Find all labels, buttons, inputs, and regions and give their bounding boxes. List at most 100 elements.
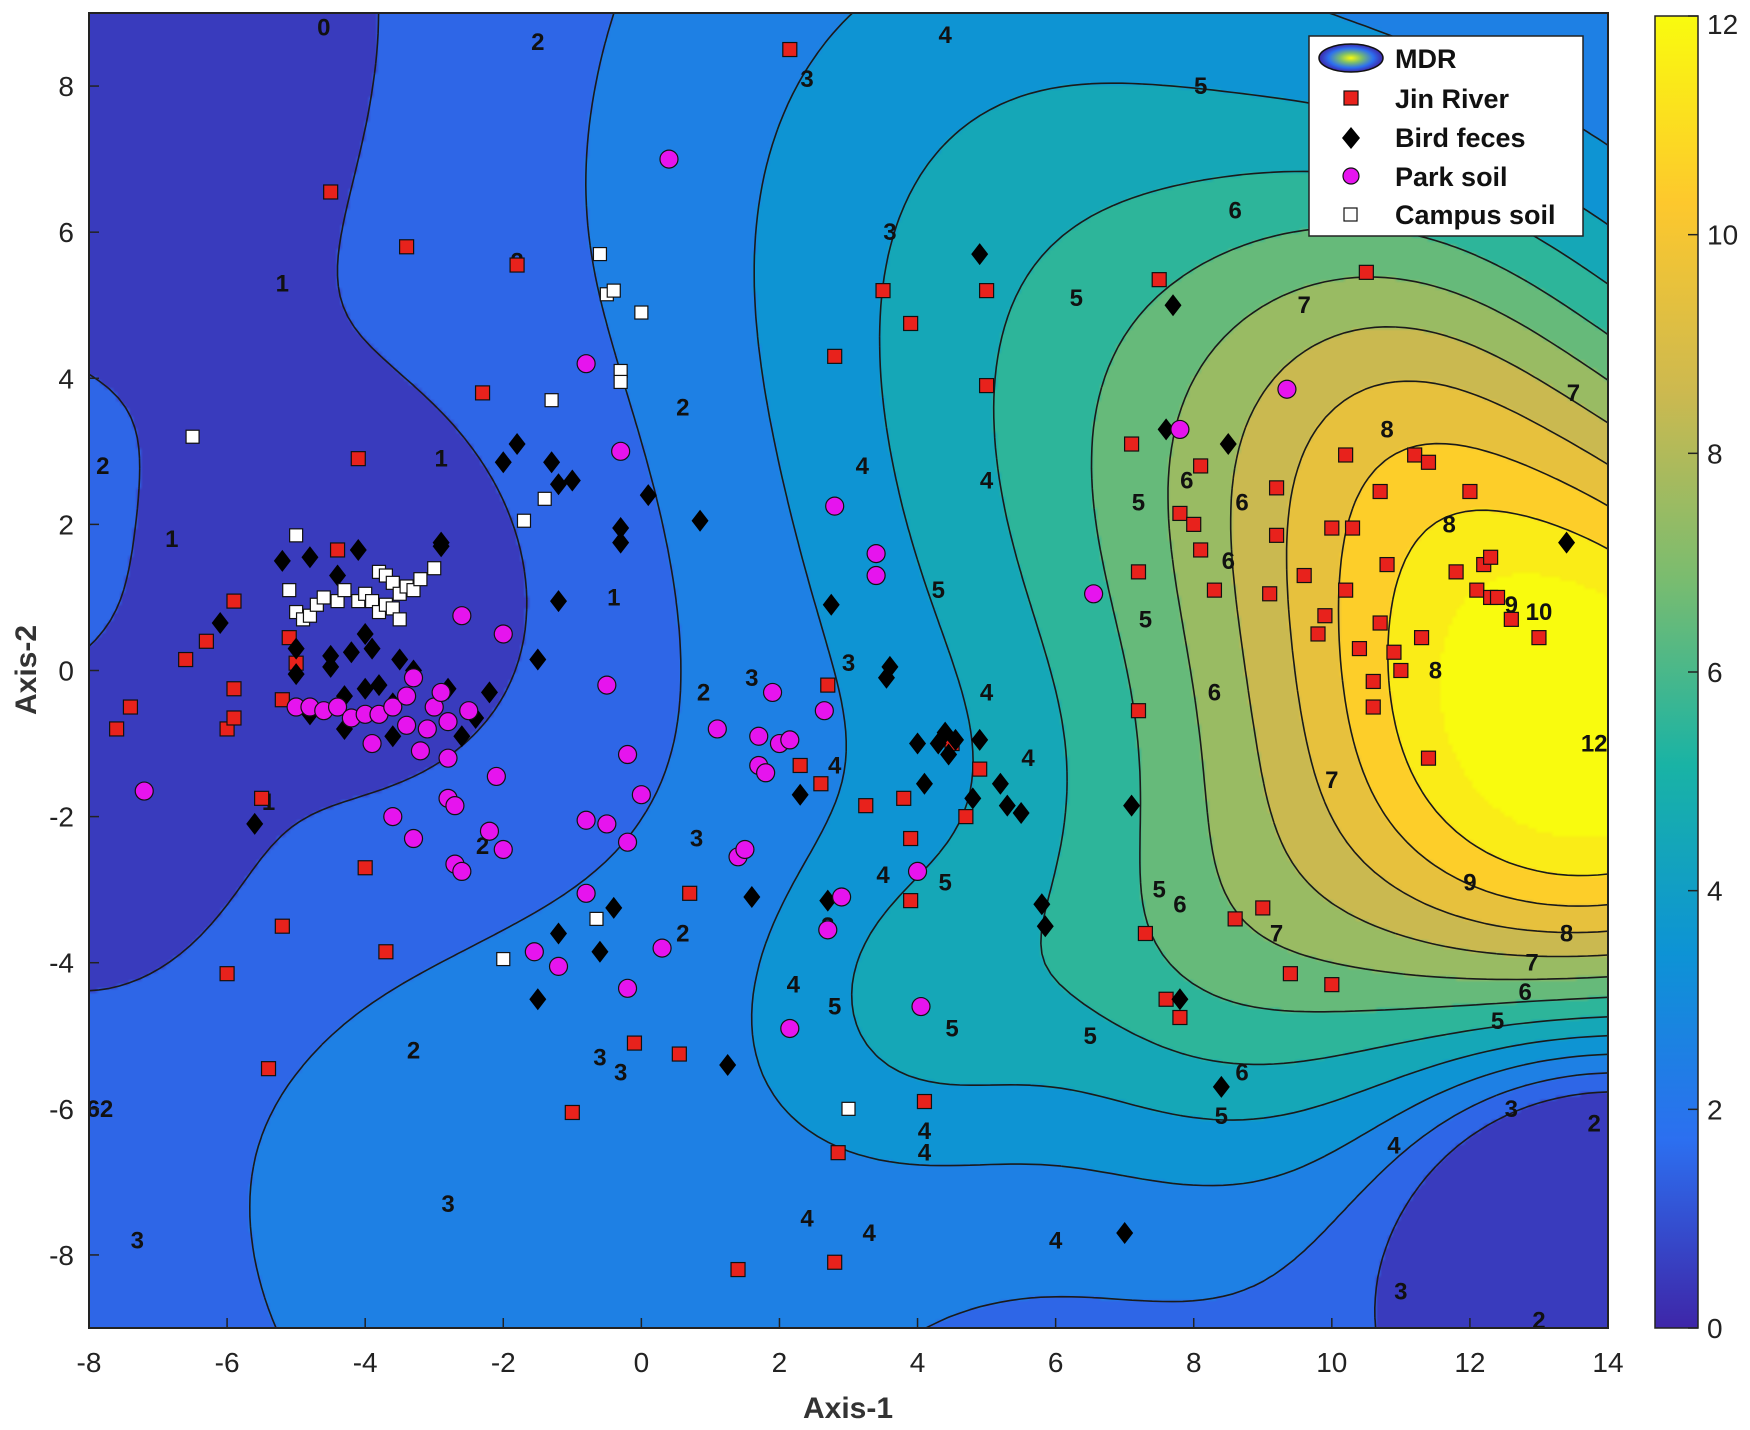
- point-park-soil: [452, 861, 472, 882]
- x-tick-label: 8: [1186, 1347, 1202, 1378]
- contour-line-6: [1090, 226, 1608, 1013]
- x-tick-label: -6: [215, 1347, 240, 1378]
- x-tick-label: 10: [1316, 1347, 1347, 1378]
- contour-label: 4: [856, 453, 870, 480]
- point-jin-river: [671, 1046, 687, 1062]
- legend: MDR Jin River Bird feces Park soil Campu…: [1308, 35, 1584, 237]
- point-bird-feces: [480, 681, 498, 704]
- contour-label: 3: [131, 1227, 144, 1254]
- series-jin-river: [109, 41, 1547, 1278]
- contour-label: 4: [980, 468, 994, 495]
- contour-label: 6: [1208, 679, 1221, 706]
- point-park-soil: [431, 682, 451, 703]
- point-jin-river: [1324, 977, 1340, 993]
- contour-line-7: [1167, 276, 1608, 981]
- contour-label: 5: [1083, 1023, 1096, 1050]
- point-jin-river: [1193, 458, 1209, 474]
- point-park-soil: [479, 821, 500, 841]
- point-park-soil: [438, 712, 458, 732]
- point-bird-feces: [1123, 794, 1141, 817]
- contour-label: 6: [1222, 548, 1235, 575]
- point-bird-feces: [432, 531, 450, 554]
- point-jin-river: [1407, 447, 1423, 463]
- contour-label: 4: [918, 1118, 932, 1145]
- point-jin-river: [281, 630, 297, 646]
- contour-label: 2: [697, 679, 710, 706]
- point-jin-river: [730, 1261, 746, 1278]
- legend-mdr-swatch: [1318, 43, 1384, 73]
- point-park-soil: [459, 701, 479, 721]
- point-park-soil: [825, 496, 845, 516]
- colorbar-tick-label: 2: [1707, 1094, 1723, 1125]
- colorbar-tick-label: 12: [1707, 9, 1738, 40]
- point-bird-feces: [356, 677, 374, 700]
- point-park-soil: [1084, 584, 1104, 604]
- contour-label: 5: [932, 577, 945, 604]
- point-campus-soil: [337, 583, 352, 598]
- point-jin-river: [1255, 900, 1271, 916]
- point-jin-river: [122, 699, 139, 715]
- point-park-soil: [362, 733, 382, 754]
- contour-label: 7: [1567, 380, 1580, 407]
- point-campus-soil: [606, 283, 621, 298]
- point-park-soil: [576, 810, 596, 830]
- point-park-soil: [735, 839, 755, 860]
- contour-label: 4: [1387, 1132, 1401, 1159]
- point-jin-river: [399, 239, 415, 255]
- contour-label: 6: [1228, 197, 1241, 224]
- contour-label: 1: [607, 584, 620, 611]
- point-campus-soil: [392, 612, 407, 627]
- point-park-soil: [403, 668, 424, 688]
- y-tick-label: 0: [58, 656, 74, 687]
- point-bird-feces: [342, 641, 360, 664]
- point-bird-feces: [971, 243, 989, 266]
- point-park-soil: [486, 766, 506, 787]
- contour-label: 7: [1298, 292, 1311, 319]
- contour-line-11: [1387, 509, 1608, 877]
- point-campus-soil: [544, 393, 559, 408]
- legend-label-bird-feces: Bird feces: [1395, 123, 1526, 153]
- y-tick-label: -4: [49, 948, 74, 979]
- series-campus-soil: [185, 246, 856, 1116]
- point-bird-feces: [947, 728, 965, 751]
- x-tick-label: -2: [491, 1347, 516, 1378]
- legend-marker-bird-feces: [1342, 127, 1360, 149]
- point-jin-river: [782, 41, 798, 58]
- y-tick-label: -6: [49, 1094, 74, 1125]
- point-jin-river: [978, 377, 995, 394]
- point-bird-feces: [529, 988, 547, 1011]
- colorbar-tick-label: 0: [1707, 1313, 1723, 1344]
- point-bird-feces: [1171, 988, 1189, 1011]
- point-jin-river: [1268, 480, 1285, 496]
- contour-label: 4: [787, 972, 801, 999]
- point-campus-soil: [516, 513, 532, 528]
- x-tick-label: 12: [1454, 1347, 1485, 1378]
- point-jin-river: [903, 893, 919, 909]
- contour-label: 1: [276, 270, 289, 297]
- point-jin-river: [274, 918, 290, 934]
- y-axis-label: Axis-2: [10, 625, 43, 715]
- contour-label: 8: [1380, 416, 1393, 443]
- contour-label: 2: [407, 1037, 420, 1064]
- point-jin-river: [1351, 640, 1368, 657]
- point-jin-river: [682, 885, 698, 901]
- point-park-soil: [617, 744, 638, 765]
- point-park-soil: [410, 741, 431, 761]
- point-jin-river: [830, 1145, 846, 1161]
- point-park-soil: [707, 719, 727, 739]
- contour-label: 3: [614, 1059, 627, 1086]
- point-jin-river: [1503, 611, 1519, 627]
- point-jin-river: [1227, 911, 1243, 927]
- point-jin-river: [1489, 589, 1506, 606]
- contour-label: 12: [1581, 731, 1608, 758]
- contour-label: 3: [1394, 1278, 1407, 1305]
- contour-label: 2: [676, 921, 689, 948]
- contour-label: 4: [1049, 1227, 1063, 1254]
- point-park-soil: [780, 730, 800, 750]
- legend-label-mdr: MDR: [1395, 44, 1457, 74]
- point-bird-feces: [881, 655, 899, 678]
- contour-label: 2: [531, 29, 544, 56]
- point-jin-river: [109, 721, 125, 737]
- point-jin-river: [226, 681, 242, 697]
- point-park-soil: [814, 701, 834, 721]
